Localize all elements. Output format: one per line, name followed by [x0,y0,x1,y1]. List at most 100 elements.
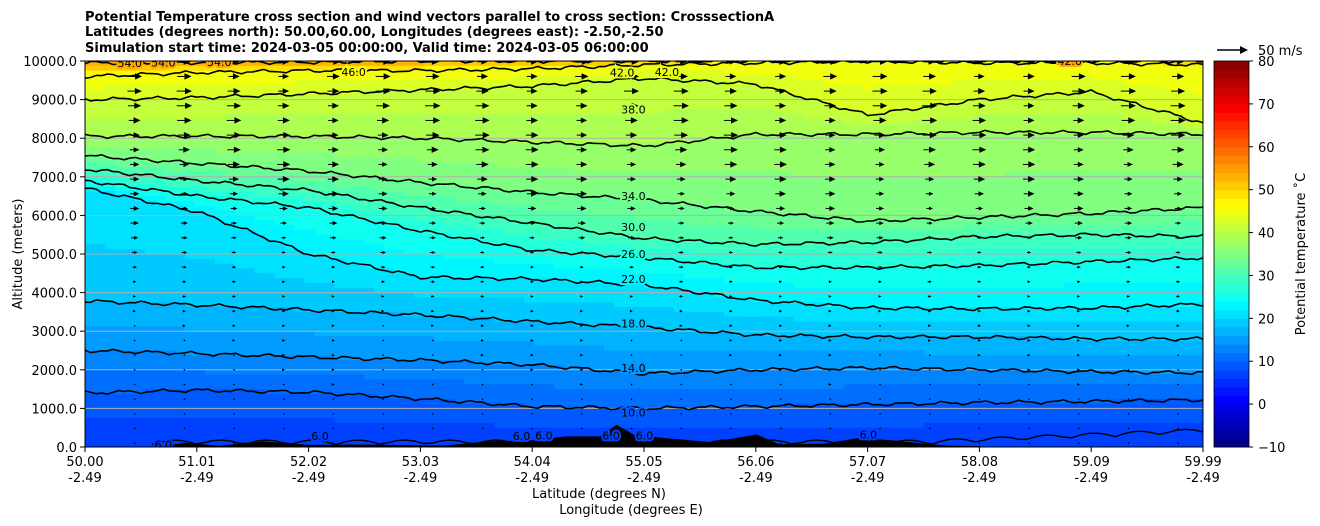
field-cell [294,191,306,197]
field-cell [644,292,655,299]
field-cell [554,234,565,241]
field-cell [194,118,206,125]
field-cell [584,85,595,91]
field-cell [614,369,625,376]
field-cell [144,302,156,308]
field-cell [364,118,376,125]
field-cell [184,118,196,125]
field-cell [604,171,615,178]
field-cell [504,118,515,125]
field-cell [484,273,495,279]
field-cell [484,268,495,274]
field-cell [434,302,445,308]
field-cell [384,374,396,381]
field-cell [663,89,675,96]
field-cell [554,75,565,81]
field-cell [604,282,615,289]
field-cell [154,114,166,120]
field-cell [454,355,465,361]
field-cell [663,302,675,308]
field-cell [334,316,346,323]
field-cell [244,321,256,327]
field-cell [94,80,106,86]
field-cell [104,109,116,115]
field-cell [94,215,106,221]
field-cell [214,215,226,221]
field-cell [504,273,515,279]
field-cell [564,157,575,163]
field-cell [394,157,406,163]
field-cell [404,143,416,149]
field-cell [424,442,435,447]
field-cell [354,345,366,352]
field-cell [404,302,416,308]
field-cell [314,196,326,202]
field-cell [94,302,106,308]
field-cell [334,374,346,381]
field-cell [494,418,505,424]
field-cell [374,311,386,318]
field-cell [104,99,116,106]
field-cell [653,181,665,188]
field-cell [604,80,615,86]
field-cell [404,427,416,434]
field-cell [164,249,176,255]
field-cell [653,114,665,120]
field-cell [424,157,435,163]
field-cell [464,128,475,134]
field-cell [634,70,645,77]
field-cell [454,389,465,395]
field-cell [404,442,416,447]
field-cell [254,162,266,168]
field-cell [594,408,605,414]
field-cell [354,403,366,409]
field-cell [184,239,196,245]
field-cell [85,282,96,289]
field-cell [544,89,555,96]
field-cell [244,422,256,429]
field-cell [174,225,186,231]
field-cell [554,360,565,366]
field-cell [683,167,695,173]
field-cell [204,369,216,376]
field-cell [254,393,266,400]
field-cell [534,403,545,409]
field-cell [94,205,106,212]
field-cell [564,345,575,352]
field-cell [134,152,146,159]
field-cell [544,215,555,221]
field-cell [184,181,196,188]
field-cell [124,70,136,77]
field-cell [314,99,326,106]
field-cell [464,152,475,159]
field-cell [174,311,186,318]
field-cell [134,234,146,241]
field-cell [464,297,475,303]
field-cell [564,331,575,337]
field-cell [534,152,545,159]
field-cell [683,75,695,81]
field-cell [514,360,525,366]
field-cell [444,263,455,270]
field-cell [693,307,705,313]
field-cell [494,258,505,265]
field-cell [314,268,326,274]
field-cell [154,326,166,332]
field-cell [464,167,475,173]
field-cell [254,143,266,149]
field-cell [304,422,316,429]
field-cell [464,287,475,294]
field-cell [534,331,545,337]
field-cell [653,307,665,313]
field-cell [554,70,565,77]
field-cell [494,331,505,337]
field-cell [334,268,346,274]
field-cell [204,307,216,313]
field-cell [653,278,665,284]
field-cell [194,398,206,405]
field-cell [114,220,126,226]
field-cell [544,297,555,303]
field-cell [604,118,615,125]
field-cell [304,152,316,159]
field-cell [114,186,126,192]
